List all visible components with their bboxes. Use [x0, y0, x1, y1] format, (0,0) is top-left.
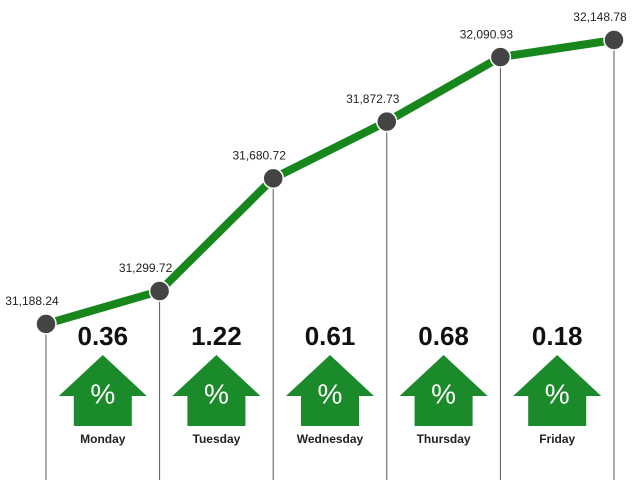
index-line	[44, 36, 615, 328]
percent-symbol: %	[204, 378, 229, 409]
day-label: Friday	[539, 432, 575, 446]
change-value: 0.68	[418, 321, 469, 351]
data-point	[262, 167, 284, 190]
data-point	[148, 280, 171, 302]
change-value: 0.18	[532, 321, 583, 351]
value-label: 31,872.73	[346, 92, 400, 106]
percent-symbol: %	[545, 378, 570, 409]
up-arrow	[58, 355, 147, 426]
value-label: 32,090.93	[460, 27, 514, 41]
change-value: 0.36	[77, 321, 128, 351]
data-point	[489, 46, 512, 68]
day-label: Monday	[80, 432, 126, 446]
day-label: Wednesday	[297, 432, 364, 446]
change-value: 0.61	[305, 321, 356, 351]
data-point	[603, 29, 625, 51]
value-label: 31,188.24	[5, 294, 59, 308]
up-arrow	[399, 355, 488, 426]
day-label: Tuesday	[193, 432, 241, 446]
up-arrow	[513, 355, 602, 426]
up-arrow	[172, 355, 261, 426]
percent-symbol: %	[318, 378, 343, 409]
day-label: Thursday	[417, 432, 471, 446]
percent-symbol: %	[90, 378, 115, 409]
up-arrow	[286, 355, 374, 426]
value-label: 32,148.78	[573, 10, 627, 24]
value-label: 31,680.72	[233, 149, 287, 163]
value-label: 31,299.72	[119, 261, 173, 275]
data-point	[35, 313, 57, 335]
percent-symbol: %	[431, 378, 456, 409]
change-value: 1.22	[191, 321, 242, 351]
data-point	[376, 110, 398, 133]
